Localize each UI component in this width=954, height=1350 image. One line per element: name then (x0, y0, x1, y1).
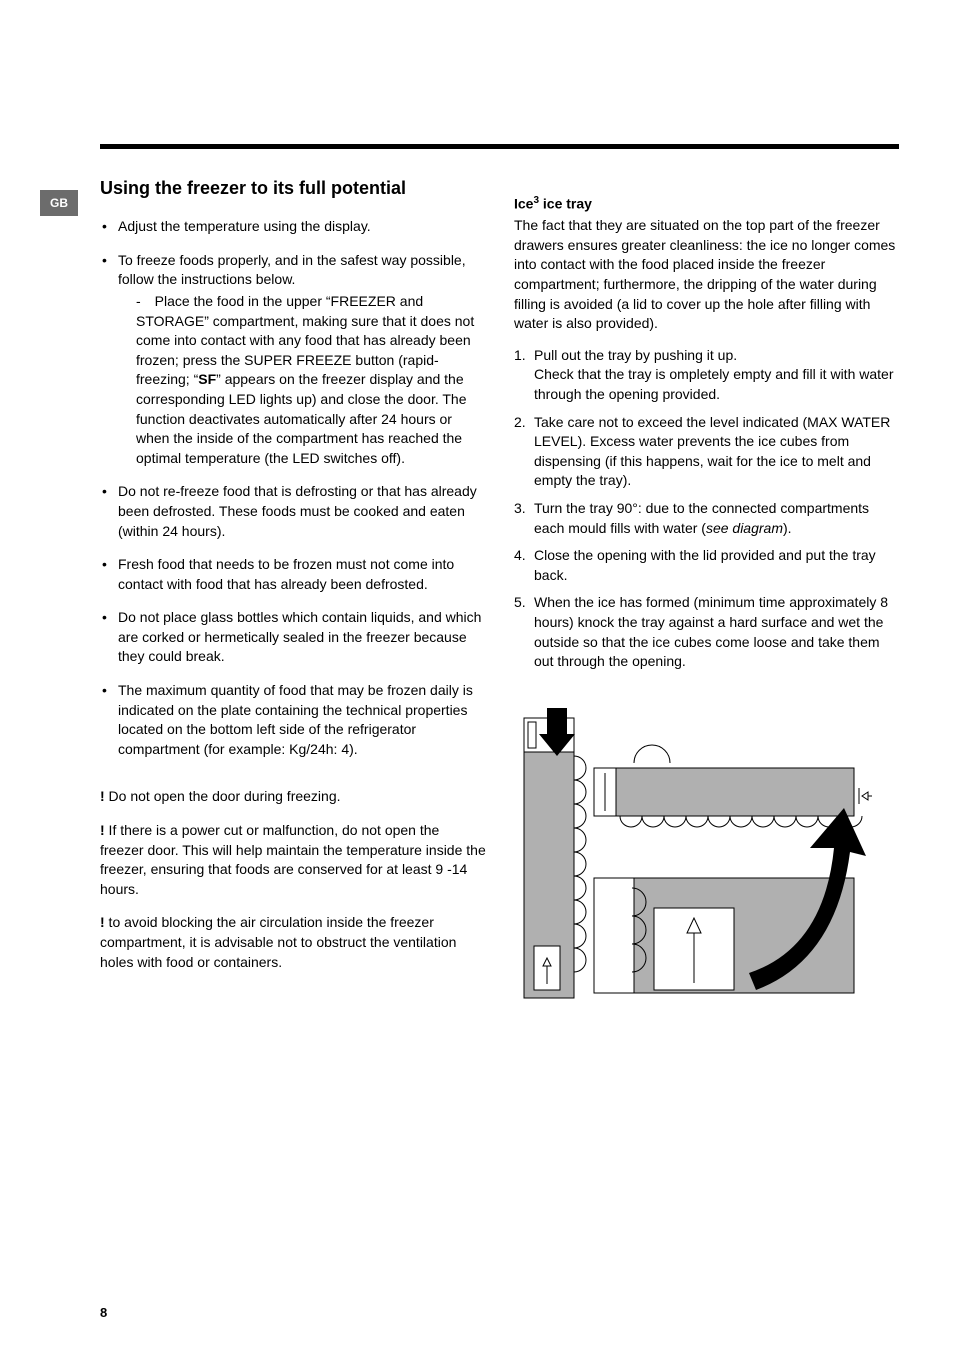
content-columns: Using the freezer to its full potential … (100, 176, 900, 1013)
steps-list: 1. Pull out the tray by pushing it up. C… (514, 346, 900, 672)
list-item: 3. Turn the tray 90°: due to the connect… (514, 499, 900, 538)
warning-text: If there is a power cut or malfunction, … (100, 822, 486, 897)
warning-text: Do not open the door during freezing. (105, 788, 341, 804)
top-rule (100, 144, 899, 149)
list-item: Do not place glass bottles which contain… (100, 608, 486, 667)
list-item: Adjust the temperature using the display… (100, 217, 486, 237)
list-item-text: Do not re-freeze food that is defrosting… (118, 483, 477, 538)
list-item-text: Adjust the temperature using the display… (118, 218, 371, 234)
list-item: 2. Take care not to exceed the level ind… (514, 413, 900, 491)
step-number: 3. (514, 499, 526, 519)
ice-heading: Ice3 ice tray (514, 194, 900, 214)
step3-pre: Turn the tray 90°: due to the connected … (534, 500, 869, 536)
language-tab-label: GB (50, 196, 68, 210)
section-heading: Using the freezer to its full potential (100, 176, 486, 201)
sub-instruction: - Place the food in the upper “FREEZER a… (118, 292, 486, 468)
warning-text: to avoid blocking the air circulation in… (100, 914, 456, 969)
language-tab: GB (40, 190, 78, 216)
step3-italic: see diagram (706, 520, 783, 536)
list-item: The maximum quantity of food that may be… (100, 681, 486, 759)
list-item-text: Fresh food that needs to be frozen must … (118, 556, 454, 592)
step-text: Take care not to exceed the level indica… (534, 414, 890, 489)
tray-vertical (524, 718, 586, 998)
step-text: Pull out the tray by pushing it up. Chec… (534, 347, 893, 402)
step-text: Close the opening with the lid provided … (534, 547, 876, 583)
ice-tray-diagram (514, 708, 874, 1008)
ice-heading-post: ice tray (539, 196, 592, 212)
step-number: 2. (514, 413, 526, 433)
list-item: To freeze foods properly, and in the saf… (100, 251, 486, 469)
step-number: 1. (514, 346, 526, 366)
sf-bold: SF (198, 371, 216, 387)
ice-intro: The fact that they are situated on the t… (514, 216, 900, 334)
bullet-list: Adjust the temperature using the display… (100, 217, 486, 759)
list-item-text: The maximum quantity of food that may be… (118, 682, 473, 757)
list-item: Do not re-freeze food that is defrosting… (100, 482, 486, 541)
warning-para: ! to avoid blocking the air circulation … (100, 913, 486, 972)
warning-para: ! If there is a power cut or malfunction… (100, 821, 486, 899)
list-item-text: Do not place glass bottles which contain… (118, 609, 481, 664)
page-number: 8 (100, 1305, 107, 1320)
step3-post: ). (783, 520, 792, 536)
list-item-text: To freeze foods properly, and in the saf… (118, 252, 466, 288)
list-item: 4. Close the opening with the lid provid… (514, 546, 900, 585)
step-text: When the ice has formed (minimum time ap… (534, 594, 888, 669)
step-number: 5. (514, 593, 526, 613)
warning-para: ! Do not open the door during freezing. (100, 787, 486, 807)
tray-horizontal (594, 768, 872, 827)
right-column: Ice3 ice tray The fact that they are sit… (514, 176, 900, 1013)
list-item: Fresh food that needs to be frozen must … (100, 555, 486, 594)
step-number: 4. (514, 546, 526, 566)
list-item: 1. Pull out the tray by pushing it up. C… (514, 346, 900, 405)
list-item: 5. When the ice has formed (minimum time… (514, 593, 900, 671)
ice-heading-pre: Ice (514, 196, 533, 212)
left-column: Using the freezer to its full potential … (100, 176, 486, 1013)
